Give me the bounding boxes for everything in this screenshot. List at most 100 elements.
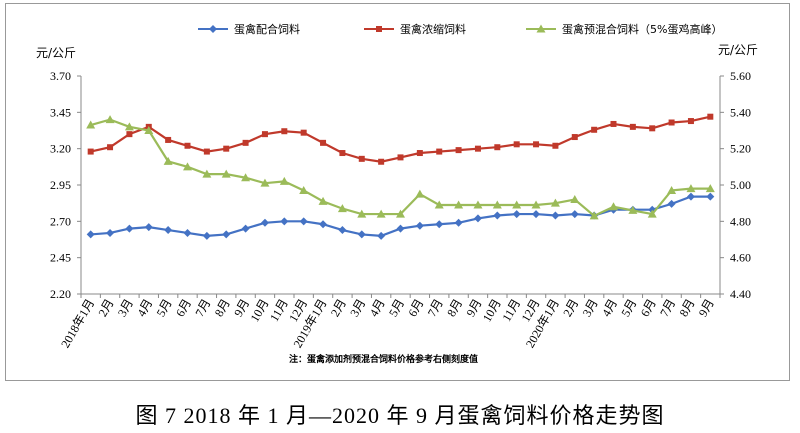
data-point [493,211,502,220]
data-point [183,228,192,237]
data-point [668,119,675,126]
right-tick-label: 5.60 [730,69,751,83]
data-point [705,184,715,193]
x-tick-label: 2月 [328,297,349,320]
data-point [455,147,462,154]
data-point [299,185,309,194]
data-point [610,120,617,127]
x-tick-label: 11月 [499,297,523,324]
data-point [260,178,270,187]
left-tick-label: 3.70 [50,69,71,83]
data-point [536,24,546,33]
left-axis-unit: 元/公斤 [36,46,76,60]
data-point [318,196,328,205]
data-point [686,192,695,201]
data-point [531,200,541,209]
left-tick-label: 2.20 [50,287,71,301]
data-point [223,145,230,152]
x-tick-label: 3月 [580,297,601,320]
data-point [571,134,578,141]
x-tick-label: 2月 [560,297,581,320]
data-point [86,120,96,129]
data-point [202,231,211,240]
data-point [260,218,269,227]
chart-note: 注：蛋禽添加剂预混合饲料价格参考右侧刻度值 [289,353,478,365]
data-point [416,150,423,157]
x-tick-label: 2018年1月 [58,297,97,351]
data-point [434,200,444,209]
figure-caption: 图 7 2018 年 1 月—2020 年 9 月蛋禽饲料价格走势图 [135,403,665,428]
data-point [221,169,231,178]
data-point [209,25,217,33]
right-tick-label: 5.40 [730,105,751,119]
data-point [667,199,676,208]
data-point [589,211,599,220]
data-point [242,139,249,146]
x-tick-label: 3月 [115,297,136,320]
data-point [435,220,444,229]
x-tick-label: 6月 [638,297,659,320]
data-point [300,129,307,136]
legend-label: 蛋禽浓缩饲料 [400,22,466,36]
x-tick-label: 2月 [96,297,117,320]
data-point [86,230,95,239]
data-point [649,125,656,132]
data-point [144,126,154,134]
x-tick-label: 9月 [696,297,717,320]
data-point [106,228,115,237]
data-point [281,128,288,135]
data-point [474,145,481,152]
legend-item-3: 蛋禽预混合饲料（5%蛋鸡高峰） [526,22,722,36]
data-point [570,210,579,219]
data-point [494,144,501,151]
data-point [376,26,382,32]
left-tick-label: 2.95 [50,178,71,192]
data-point [183,162,192,171]
data-point [609,202,618,211]
data-point [163,156,173,165]
data-point [629,123,636,130]
data-point [241,173,251,182]
data-point [454,218,463,227]
data-point [396,209,405,218]
data-point [686,184,696,193]
data-point [299,217,308,226]
data-point [473,200,483,209]
x-tick-label: 11月 [267,297,291,324]
series-3 [86,115,715,220]
data-point [551,211,560,220]
data-point [107,144,114,151]
x-tick-label: 8月 [212,297,233,320]
right-tick-label: 4.80 [730,214,751,228]
x-axis-ticks: 2018年1月2月3月4月5月6月7月8月9月10月11月12月2019年1月2… [58,294,721,351]
data-point [319,220,328,229]
data-point [126,131,133,138]
right-tick-label: 5.00 [730,178,751,192]
data-point [628,205,638,214]
data-point [203,148,210,155]
x-tick-label: 6月 [173,297,194,320]
data-point [241,224,250,233]
legend-label: 蛋禽预混合饲料（5%蛋鸡高峰） [562,22,722,36]
data-point [513,141,520,148]
data-point [397,154,404,161]
x-tick-label: 5月 [386,297,407,320]
chart-frame: 蛋禽配合饲料 蛋禽浓缩饲料 蛋禽预混合饲料（5%蛋鸡高峰） 元/公斤 元/公斤 3.… [5,3,790,381]
x-tick-label: 7月 [192,297,213,320]
data-point [591,126,598,133]
data-point [376,209,386,218]
data-point [337,204,347,213]
data-point [222,230,231,239]
left-axis-ticks: 3.70 3.45 3.20 2.95 2.70 2.45 2.20 [50,69,81,301]
right-tick-label: 4.60 [730,251,751,265]
data-point [532,210,541,219]
x-tick-label: 4月 [134,297,155,320]
data-point [706,192,715,201]
legend-label: 蛋禽配合饲料 [234,22,300,36]
data-point [550,198,560,207]
x-tick-label: 7月 [425,297,446,320]
right-axis-ticks: 5.60 5.40 5.20 5.00 4.80 4.60 4.40 [720,69,751,301]
x-tick-label: 3月 [347,297,368,320]
x-tick-label: 8月 [676,297,697,320]
data-point [280,217,289,226]
